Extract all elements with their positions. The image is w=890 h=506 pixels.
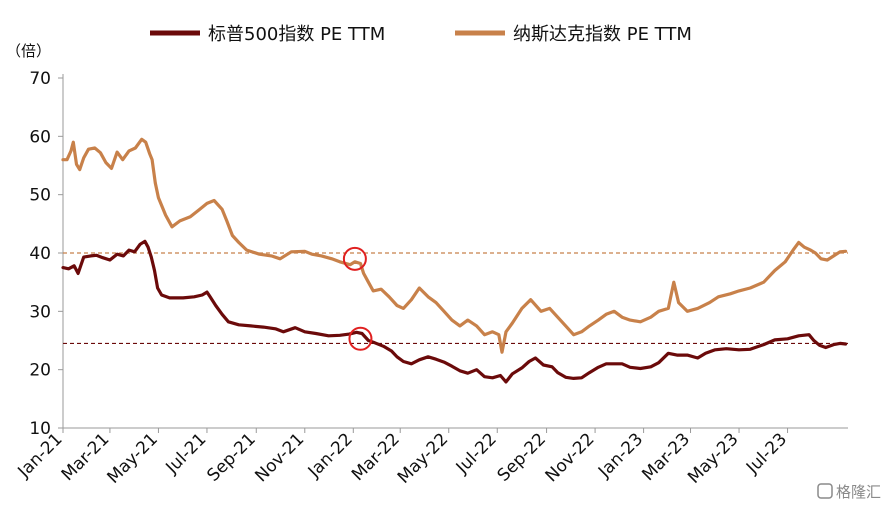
watermark: 格隆汇 — [817, 483, 881, 501]
annotations — [342, 246, 373, 351]
y-tick-label: 60 — [29, 127, 51, 147]
x-tick-label: Mar-23 — [638, 429, 694, 485]
series-line-nasdaq — [61, 137, 848, 354]
x-tick-label: Nov-21 — [251, 429, 308, 486]
y-axis-unit-label: （倍） — [6, 42, 51, 60]
x-tick-label: May-22 — [394, 429, 452, 487]
legend-label-nasdaq: 纳斯达克指数 PE TTM — [513, 24, 692, 45]
x-tick-label: Sep-21 — [203, 429, 259, 485]
annotation-circle — [348, 326, 373, 351]
reference-lines — [63, 252, 848, 345]
y-tick-label: 10 — [29, 419, 51, 439]
legend-label-sp500: 标普500指数 PE TTM — [208, 24, 385, 45]
legend: 标普500指数 PE TTM 纳斯达克指数 PE TTM — [150, 24, 692, 45]
series-line-sp500 — [61, 239, 848, 384]
watermark-logo-icon — [817, 483, 833, 499]
x-tick-label: Jul-23 — [742, 429, 791, 478]
x-tick-label: Mar-21 — [58, 429, 114, 485]
x-tick-label: Sep-22 — [494, 429, 550, 485]
y-tick-label: 20 — [29, 361, 51, 381]
annotation-circle — [342, 246, 367, 271]
x-tick-label: Nov-22 — [542, 429, 599, 486]
x-tick-label: Mar-22 — [348, 429, 404, 485]
series-lines — [61, 137, 848, 384]
x-tick-label: Jan-23 — [594, 429, 647, 482]
x-tick-label: May-21 — [104, 429, 162, 487]
y-tick-label: 40 — [29, 244, 51, 264]
y-tick-label: 70 — [29, 69, 51, 89]
x-tick-label: May-23 — [684, 429, 742, 487]
x-tick-label: Jan-22 — [304, 429, 357, 482]
watermark-text: 格隆汇 — [836, 483, 881, 501]
y-tick-label: 30 — [29, 302, 51, 322]
y-tick-label: 50 — [29, 186, 51, 206]
